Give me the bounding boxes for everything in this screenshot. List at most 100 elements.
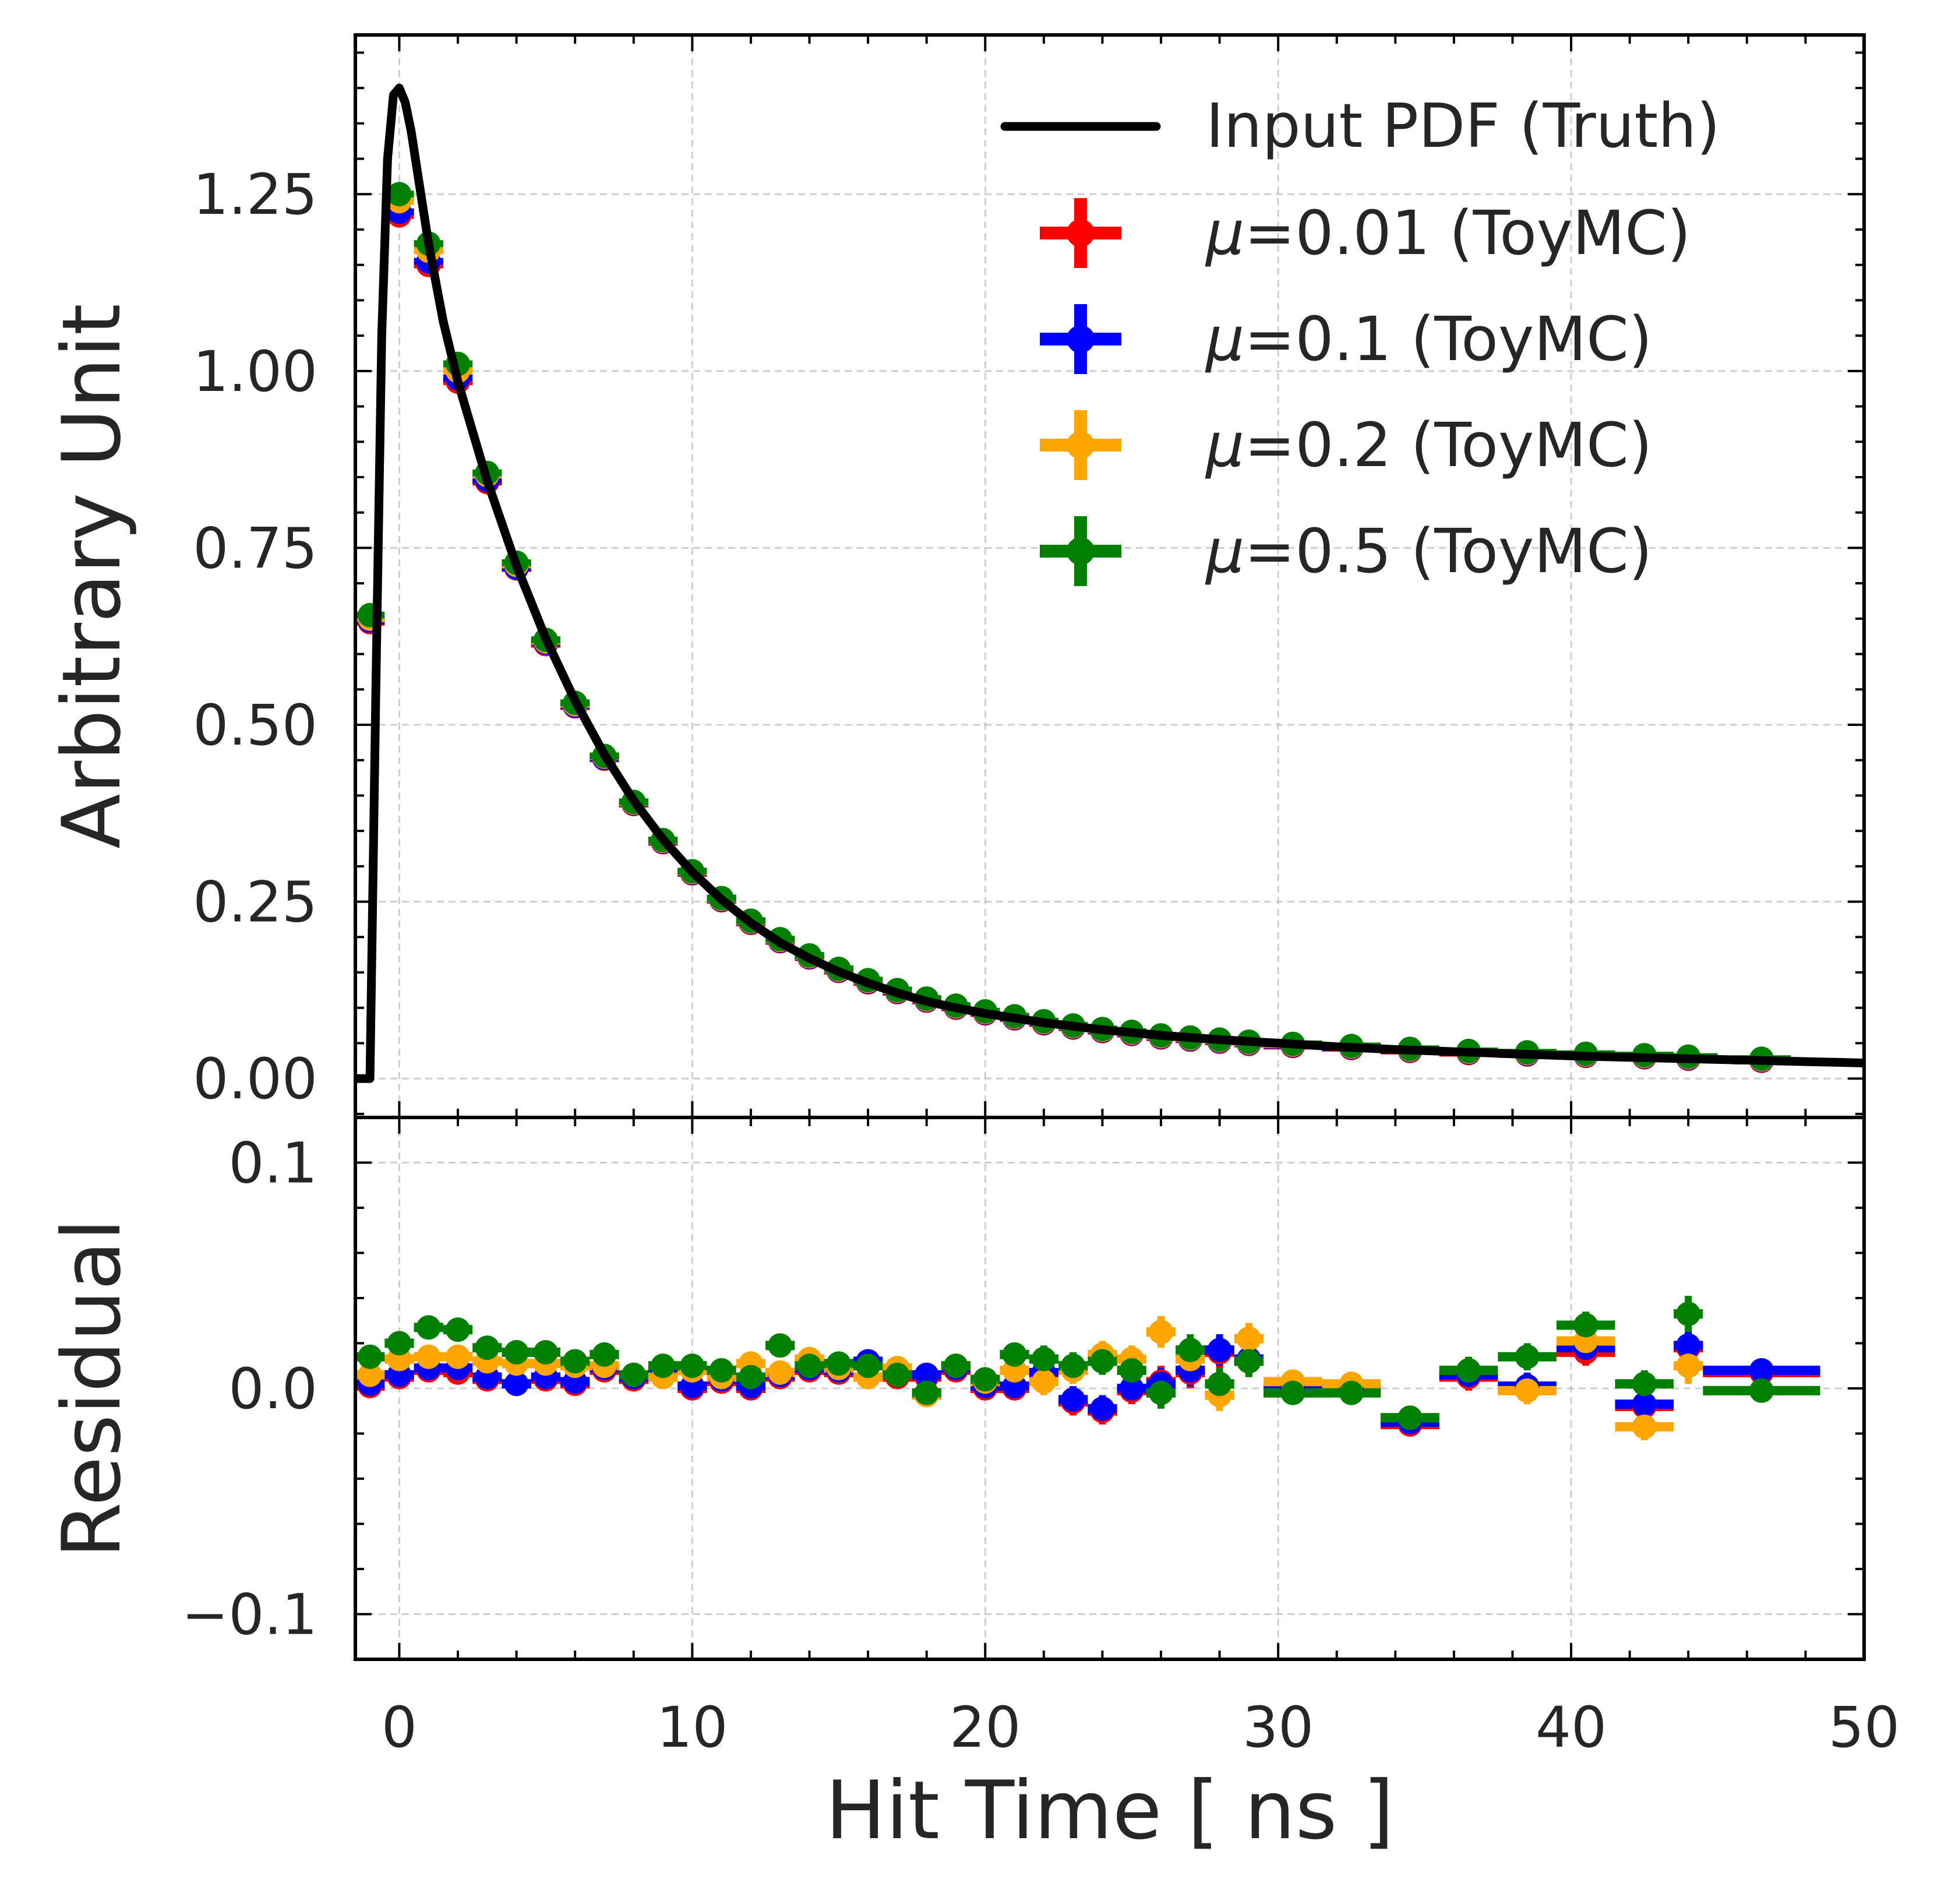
residual-point: [1031, 1369, 1056, 1394]
legend-truth-label: Input PDF (Truth): [1206, 90, 1720, 161]
residual-point: [1061, 1353, 1086, 1378]
residual-point: [1280, 1380, 1305, 1405]
x-tick-label: 40: [1536, 1695, 1607, 1760]
legend-mu-symbol: μ: [1205, 198, 1244, 269]
residual-point: [709, 1358, 734, 1383]
legend-mu-symbol: μ: [1205, 410, 1244, 481]
residual-point: [943, 1353, 968, 1378]
legend-label: μ=0.5 (ToyMC): [1205, 516, 1652, 587]
residual-point: [768, 1333, 793, 1358]
residual-point: [1515, 1378, 1540, 1403]
residual-point: [885, 1362, 910, 1387]
residual-point: [1573, 1313, 1598, 1338]
residual-point: [1236, 1326, 1261, 1351]
residual-point: [504, 1340, 529, 1364]
x-tick-label: 30: [1243, 1695, 1314, 1760]
residual-point: [1178, 1338, 1203, 1363]
residual-point: [1149, 1380, 1174, 1405]
legend-mu-value: =0.5 (ToyMC): [1244, 516, 1652, 587]
legend-mu-symbol: μ: [1205, 516, 1244, 587]
legend: Input PDF (Truth) μ=0.01 (ToyMC)μ=0.1 (T…: [1000, 90, 1720, 587]
legend-mu-symbol: μ: [1205, 304, 1244, 375]
top-ytick-labels: 0.00 0.25 0.50 0.75 1.00 1.25: [193, 162, 317, 1112]
residual-point: [416, 1315, 441, 1340]
residual-point: [446, 1344, 471, 1369]
residual-point: [680, 1353, 705, 1378]
top-y-tick-label: 0.75: [193, 516, 317, 581]
residual-point: [1397, 1405, 1423, 1430]
residual-point: [621, 1362, 646, 1387]
top-y-tick-label: 1.25: [193, 162, 317, 227]
legend-marker-dot: [1067, 431, 1095, 459]
residual-point: [1632, 1392, 1657, 1417]
legend-mu-value: =0.1 (ToyMC): [1244, 304, 1652, 375]
bottom-points: [358, 1302, 1774, 1439]
top-data-point: [387, 182, 412, 207]
residual-point: [826, 1351, 851, 1376]
residual-point: [358, 1344, 383, 1369]
legend-entry: μ=0.2 (ToyMC): [1040, 410, 1652, 481]
legend-entry: μ=0.5 (ToyMC): [1040, 516, 1652, 587]
legend-entries: μ=0.01 (ToyMC)μ=0.1 (ToyMC)μ=0.2 (ToyMC)…: [1040, 198, 1691, 587]
residual-point: [1339, 1380, 1364, 1405]
residual-point: [797, 1353, 822, 1378]
residual-point: [1676, 1302, 1701, 1327]
residual-point: [475, 1335, 500, 1360]
truth-curve: [355, 83, 1864, 1083]
bottom-panel: −0.1 0.0 0.1 Residual: [45, 1101, 1866, 1661]
residual-point: [914, 1380, 939, 1405]
residual-point: [358, 1362, 383, 1387]
x-tick-label: 50: [1829, 1695, 1900, 1760]
residual-point: [563, 1349, 588, 1374]
legend-mu-value: =0.2 (ToyMC): [1244, 410, 1652, 481]
residual-point: [1676, 1353, 1701, 1378]
residual-point: [1061, 1387, 1086, 1412]
residual-point: [1749, 1358, 1774, 1383]
residual-point: [1149, 1320, 1174, 1345]
legend-entry: μ=0.01 (ToyMC): [1040, 198, 1691, 269]
bottom-ytick-labels: −0.1 0.0 0.1: [182, 1131, 317, 1648]
residual-point: [973, 1367, 998, 1392]
legend-marker-dot: [1067, 219, 1095, 247]
residual-point: [592, 1342, 617, 1367]
legend-label: μ=0.01 (ToyMC): [1205, 198, 1691, 269]
residual-point: [446, 1317, 471, 1342]
residual-point: [1090, 1396, 1115, 1421]
bottom-y-tick-label: 0.1: [228, 1131, 317, 1196]
residual-point: [1515, 1344, 1540, 1369]
x-axis-title: Hit Time [ ns ]: [825, 1764, 1394, 1857]
residual-point: [1119, 1376, 1144, 1401]
residual-point: [914, 1362, 939, 1387]
x-tick-label: 20: [950, 1695, 1021, 1760]
x-tick-label: 0: [382, 1695, 417, 1760]
residual-point: [856, 1353, 881, 1378]
bottom-y-tick-label: −0.1: [182, 1582, 317, 1648]
residual-point: [533, 1340, 558, 1364]
x-tick-label: 10: [657, 1695, 728, 1760]
residual-point: [1002, 1342, 1027, 1367]
bottom-ylabel: Residual: [45, 1219, 139, 1559]
residual-point: [416, 1344, 441, 1369]
xtick-labels: 0 10 20 30 40 50: [382, 1695, 1900, 1760]
bottom-y-tick-label: 0.0: [228, 1356, 317, 1422]
residual-point: [1090, 1349, 1115, 1374]
legend-marker-dot: [1067, 325, 1095, 353]
top-y-tick-label: 0.25: [193, 870, 317, 935]
residual-point: [387, 1331, 412, 1356]
residual-point: [1456, 1358, 1481, 1383]
legend-label: μ=0.2 (ToyMC): [1205, 410, 1652, 481]
residual-point: [1031, 1346, 1056, 1371]
top-y-tick-label: 0.00: [193, 1046, 317, 1112]
legend-marker-dot: [1067, 537, 1095, 565]
legend-entry: μ=0.1 (ToyMC): [1040, 304, 1652, 375]
residual-point: [504, 1371, 529, 1397]
residual-point: [768, 1360, 793, 1385]
bottom-frame: [354, 1116, 1866, 1661]
residual-point: [1632, 1414, 1657, 1439]
top-y-tick-label: 1.00: [193, 339, 317, 404]
residual-point: [1207, 1338, 1232, 1363]
residual-point: [738, 1364, 763, 1390]
residual-point: [651, 1353, 676, 1378]
legend-mu-value: =0.01 (ToyMC): [1244, 198, 1691, 269]
